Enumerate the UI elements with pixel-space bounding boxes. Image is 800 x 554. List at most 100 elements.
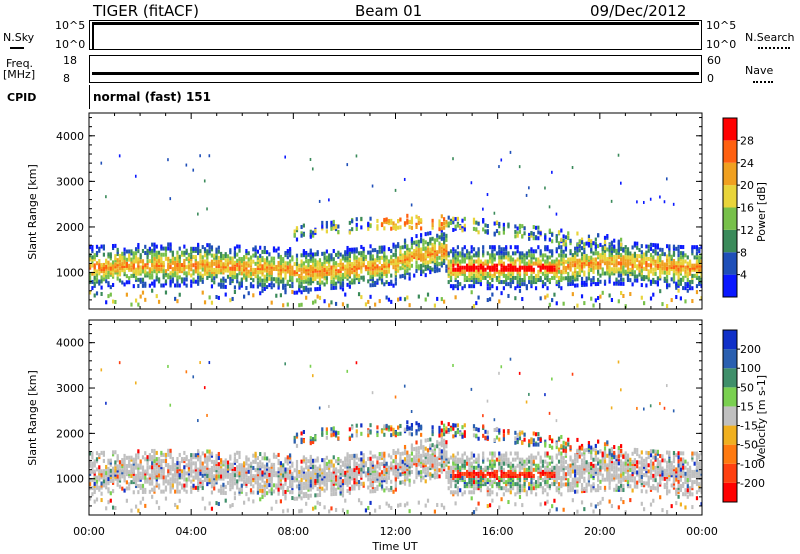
velocity-cell: [197, 477, 200, 482]
velocity-cell: [236, 465, 239, 470]
velocity-cell: [383, 461, 386, 466]
velocity-cell: [279, 475, 282, 480]
power-cell: [178, 269, 181, 274]
power-cell: [151, 248, 154, 253]
power-cell: [557, 259, 561, 264]
velocity-cell: [192, 453, 195, 458]
velocity-cell: [378, 472, 381, 477]
power-cell: [176, 299, 179, 304]
power-cell: [157, 260, 161, 265]
power-cell: [479, 275, 482, 280]
power-cell: [399, 296, 402, 301]
power-cell: [659, 262, 662, 267]
velocity-cell: [341, 487, 345, 492]
power-cell: [167, 242, 170, 247]
power-cell: [397, 258, 400, 263]
velocity-cell: [215, 476, 218, 481]
velocity-cell: [305, 457, 308, 462]
power-cell: [433, 248, 437, 253]
velocity-cell: [105, 477, 108, 482]
power-cell: [615, 279, 618, 284]
power-cell: [305, 250, 308, 255]
velocity-cell: [277, 467, 280, 472]
power-cell: [153, 246, 156, 251]
power-cell: [190, 283, 193, 288]
velocity-cell: [252, 478, 255, 483]
velocity-cell: [318, 493, 322, 498]
power-cell: [649, 253, 653, 258]
velocity-cell: [162, 479, 165, 484]
power-cell: [594, 244, 597, 249]
power-cell: [656, 259, 659, 264]
velocity-cell: [380, 478, 384, 483]
power-cell: [482, 249, 485, 254]
power-cell: [337, 254, 340, 259]
power-cell: [213, 270, 216, 275]
power-cell: [247, 259, 250, 264]
power-cell: [222, 264, 225, 269]
velocity-cell: [220, 466, 223, 471]
velocity-cell: [346, 476, 349, 481]
power-cell: [477, 263, 480, 268]
power-cell: [151, 261, 154, 266]
power-cell: [456, 245, 459, 250]
velocity-cell: [332, 467, 335, 472]
power-cell: [429, 257, 432, 262]
velocity-cell: [153, 455, 156, 460]
velocity-cell: [229, 456, 232, 461]
velocity-cell: [403, 475, 407, 480]
velocity-cell: [180, 475, 184, 480]
velocity-cell: [348, 466, 351, 471]
power-cell: [385, 280, 388, 285]
velocity-cell: [141, 471, 145, 476]
power-cell: [615, 250, 618, 255]
velocity-cell: [277, 475, 280, 480]
velocity-cell: [194, 463, 197, 468]
power-cell: [279, 279, 282, 284]
power-cell: [551, 249, 554, 254]
power-cell: [155, 254, 158, 259]
velocity-cell: [217, 462, 220, 467]
velocity-cell: [325, 482, 328, 487]
velocity-cell: [254, 451, 257, 456]
power-cell: [311, 254, 315, 259]
power-cell: [647, 269, 650, 274]
power-cell: [544, 253, 547, 258]
velocity-cell: [410, 447, 414, 452]
power-cell: [525, 267, 528, 272]
power-cell: [684, 265, 687, 270]
velocity-cell: [369, 456, 372, 461]
power-cell: [603, 271, 607, 276]
power-cell: [380, 223, 384, 228]
velocity-cell: [323, 482, 326, 487]
power-cell: [252, 271, 255, 276]
power-cell: [580, 246, 584, 251]
velocity-cell: [164, 479, 168, 484]
power-cell: [311, 268, 315, 273]
velocity-cell: [362, 459, 365, 464]
power-cell: [222, 268, 225, 273]
velocity-cell: [316, 466, 319, 471]
power-cell: [426, 250, 430, 255]
power-cell: [555, 282, 558, 287]
power-cell: [268, 252, 271, 257]
power-cell: [564, 268, 568, 273]
power-cell: [541, 280, 545, 285]
power-cell: [245, 263, 248, 268]
velocity-cell: [183, 465, 186, 470]
power-cell: [408, 256, 411, 261]
velocity-cell: [217, 451, 220, 456]
velocity-cell: [178, 475, 181, 480]
power-cell: [668, 258, 671, 263]
velocity-cell: [261, 456, 264, 461]
velocity-cell: [318, 482, 322, 487]
power-cell: [686, 273, 689, 278]
power-cell: [367, 267, 370, 272]
power-cell: [576, 231, 579, 236]
power-cell: [360, 253, 363, 258]
velocity-cell: [116, 482, 119, 487]
power-cell: [486, 280, 489, 285]
power-cell: [463, 216, 466, 221]
velocity-cell: [348, 472, 351, 477]
velocity-cell: [355, 429, 358, 434]
